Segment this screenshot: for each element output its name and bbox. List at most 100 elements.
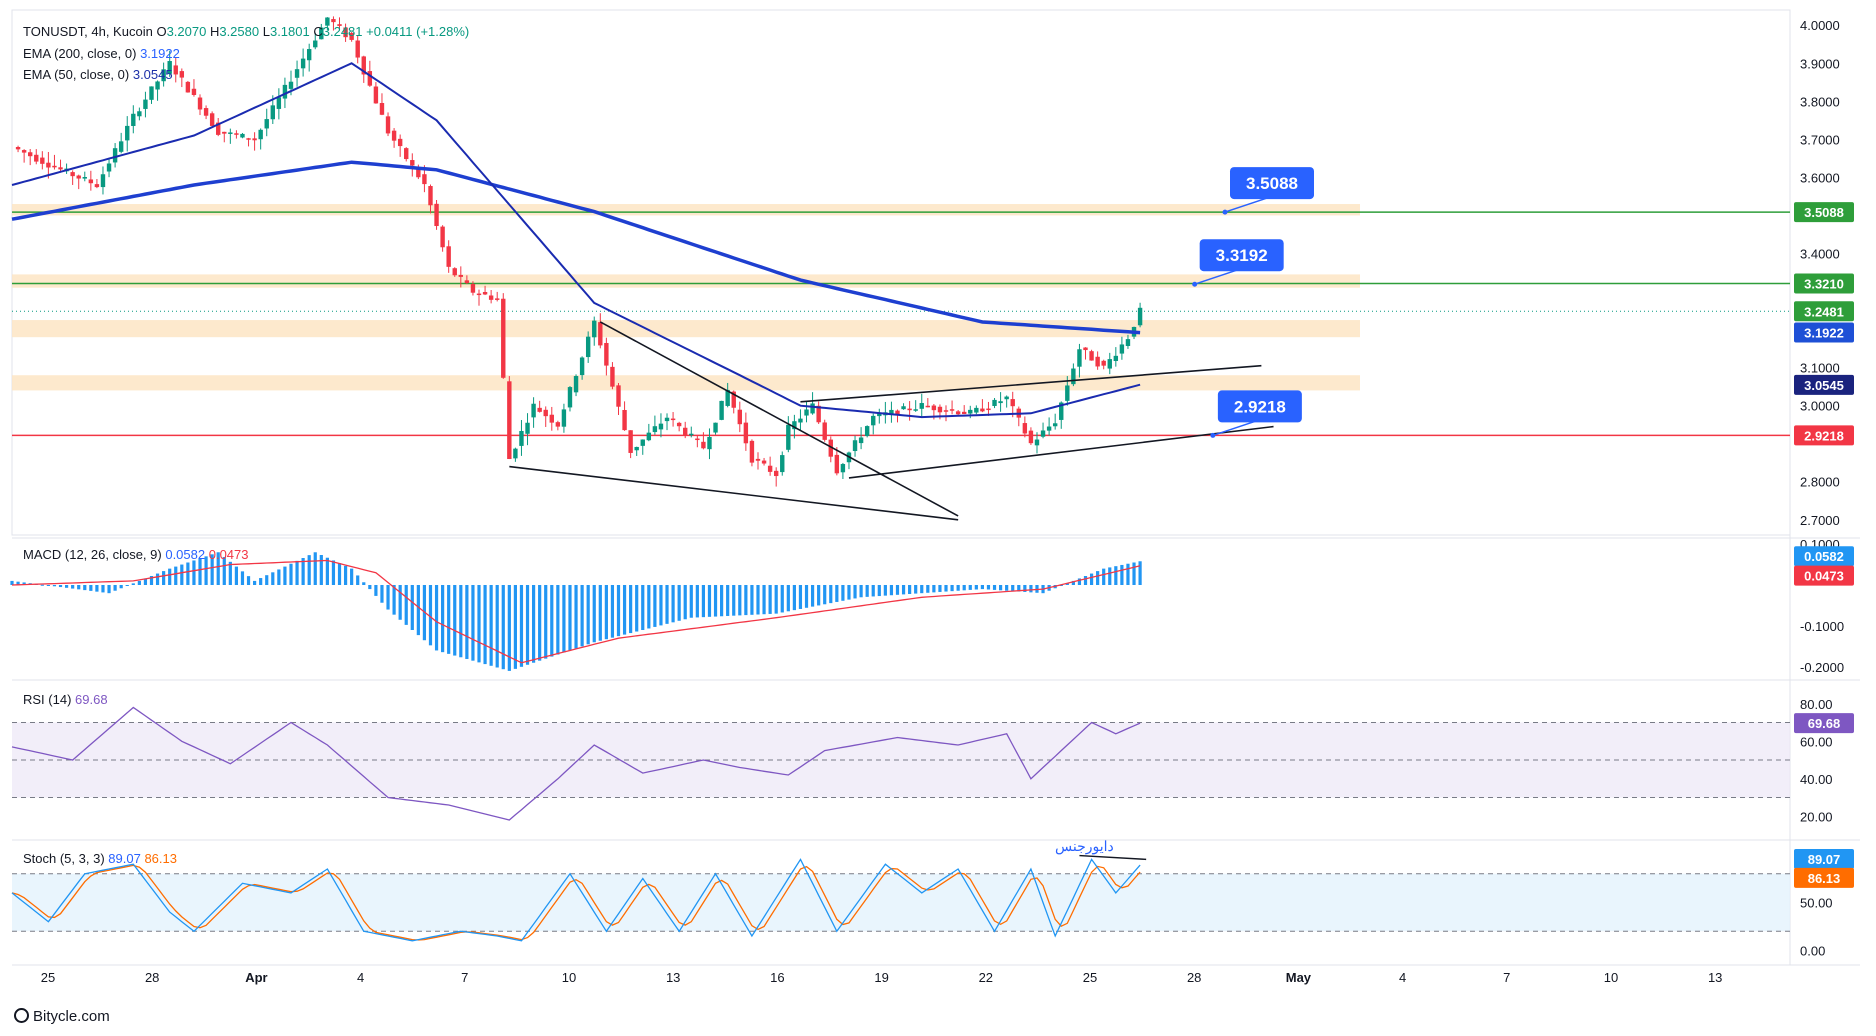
candle-body <box>373 86 379 104</box>
candle-body <box>458 274 464 277</box>
macd-bar <box>234 566 239 585</box>
candle-body <box>173 65 178 75</box>
candle-body <box>737 409 742 425</box>
macd-bar <box>883 585 887 596</box>
candle-body <box>780 455 785 473</box>
ohlc-open-label: O <box>156 24 167 39</box>
price-tag-bg <box>1794 301 1854 322</box>
macd-bar <box>1059 585 1063 586</box>
ema200-legend[interactable]: EMA (200, close, 0) 3.1922 <box>23 46 180 62</box>
macd-bar <box>944 585 948 592</box>
candle-body <box>1137 307 1143 326</box>
macd-bar <box>204 556 208 585</box>
candle-body <box>743 422 749 444</box>
macd-bar <box>592 585 596 643</box>
macd-bar <box>174 566 178 585</box>
candle-body <box>798 418 803 423</box>
macd-bar <box>259 578 263 585</box>
callout-box-3.3192 <box>1199 239 1284 272</box>
macd-bar <box>980 585 984 590</box>
macd-bar <box>974 585 978 590</box>
macd-bar <box>198 558 202 585</box>
rsi-tag-bg <box>1794 713 1854 734</box>
candle-body <box>270 105 275 120</box>
candle-body <box>998 401 1003 404</box>
macd-bar <box>641 585 645 630</box>
divergence-annotation[interactable]: دایورجنس <box>1055 838 1114 854</box>
ema50-legend[interactable]: EMA (50, close, 0) 3.0545 <box>23 67 173 83</box>
candle-body <box>367 71 373 86</box>
macd-bar <box>398 585 402 620</box>
candle-body <box>822 422 827 440</box>
price-tick-label: 4.0000 <box>1800 18 1840 33</box>
candle-body <box>203 108 209 116</box>
callout-anchor <box>1192 281 1198 287</box>
macd-bar <box>665 585 669 624</box>
macd-bar <box>841 585 845 601</box>
macd-tag: 0.0582 <box>1804 549 1844 564</box>
macd-bar <box>629 585 633 634</box>
time-label-25: 25 <box>41 970 55 985</box>
candle-body <box>143 99 148 109</box>
candle-body <box>34 154 39 162</box>
macd-tag-bg <box>1794 546 1854 567</box>
candle-body <box>495 298 500 300</box>
candle-body <box>616 385 621 407</box>
macd-bar <box>1005 585 1009 591</box>
ohlc-high: 3.2580 <box>219 24 260 39</box>
price-tick-label: 3.4000 <box>1800 246 1840 261</box>
macd-bar <box>604 585 608 640</box>
symbol-label[interactable]: TONUSDT, 4h, Kucoin <box>23 24 153 39</box>
candle-body <box>992 399 997 406</box>
macd-bar <box>908 585 912 594</box>
candle-body <box>871 415 876 426</box>
macd-bar <box>350 568 354 585</box>
candle-body <box>343 27 348 38</box>
stoch-band <box>12 873 1790 932</box>
macd-bar <box>107 585 111 594</box>
time-label-10: 10 <box>562 970 576 985</box>
candle-body <box>1046 426 1052 431</box>
macd-bar <box>253 580 257 585</box>
macd-bar <box>374 585 378 596</box>
candle-body <box>416 168 421 178</box>
callout-box-2.9218 <box>1217 390 1302 423</box>
candle-body <box>185 81 191 93</box>
candle-body <box>294 69 300 78</box>
rsi-label: RSI (14) <box>23 692 72 707</box>
callout-label-3.3192: 3.3192 <box>1216 246 1268 265</box>
stoch-k-line <box>11 858 1141 942</box>
macd-bar <box>531 585 536 663</box>
stoch-legend[interactable]: Stoch (5, 3, 3) 89.07 86.13 <box>23 851 177 867</box>
candle-body <box>397 138 403 147</box>
time-label-4: 4 <box>357 970 364 985</box>
price-tick-label: 3.6000 <box>1800 170 1840 185</box>
stoch-tag-bg <box>1794 849 1854 870</box>
time-label-Apr: Apr <box>245 970 267 985</box>
rsi-value: 69.68 <box>75 692 108 707</box>
price-tag-bg <box>1794 374 1854 395</box>
macd-bar <box>343 565 348 585</box>
macd-bar <box>295 560 299 585</box>
rsi-legend[interactable]: RSI (14) 69.68 <box>23 692 108 708</box>
price-tick-label: 2.7000 <box>1800 513 1840 528</box>
candle-body <box>658 423 664 430</box>
price-tag-3.1922: 3.1922 <box>1804 326 1844 341</box>
macd-tag: 0.0473 <box>1804 569 1844 584</box>
candle-body <box>604 342 609 366</box>
candle-body <box>858 437 864 444</box>
candle-body <box>379 103 385 115</box>
candle-body <box>52 165 57 168</box>
candle-body <box>1071 368 1076 385</box>
macd-signal-value: 0.0473 <box>208 547 249 562</box>
macd-legend[interactable]: MACD (12, 26, close, 9) 0.0582 0.0473 <box>23 547 249 563</box>
macd-bar <box>265 575 269 585</box>
macd-bar <box>817 585 821 606</box>
candle-body <box>901 406 906 410</box>
candle-body <box>955 411 961 415</box>
candle-body <box>258 129 263 140</box>
candle-body <box>228 132 233 134</box>
macd-bar <box>277 569 281 585</box>
macd-bar <box>313 552 317 585</box>
